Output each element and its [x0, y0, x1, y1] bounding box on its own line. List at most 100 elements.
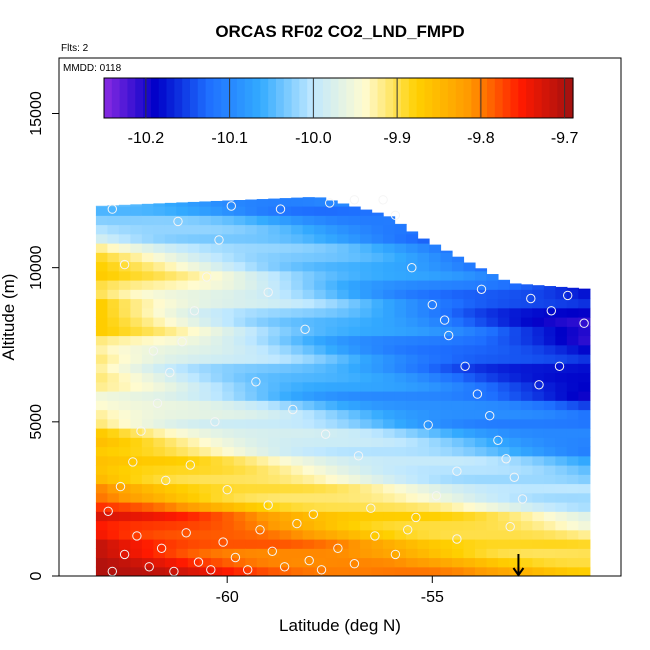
- observation-point: [325, 198, 335, 208]
- colorbar-swatch: [283, 78, 293, 118]
- heatmap-cell: [279, 261, 292, 272]
- heatmap-cell: [268, 474, 281, 485]
- heatmap-cell: [463, 437, 476, 448]
- heatmap-cell: [371, 502, 384, 512]
- heatmap-cell: [532, 409, 545, 420]
- heatmap-cell: [314, 270, 327, 281]
- heatmap-cell: [95, 539, 109, 549]
- heatmap-cell: [451, 270, 465, 281]
- heatmap-cell: [555, 529, 568, 540]
- heatmap-cell: [578, 548, 591, 559]
- heatmap-cell: [429, 446, 442, 457]
- heatmap-cell: [199, 428, 212, 438]
- heatmap-cell: [222, 335, 235, 346]
- heatmap-cell: [210, 465, 223, 475]
- heatmap-cell: [325, 557, 338, 568]
- observation-point: [517, 494, 528, 504]
- heatmap-cell: [302, 539, 315, 549]
- heatmap-cell: [245, 261, 258, 272]
- heatmap-cell: [233, 200, 246, 207]
- heatmap-cell: [118, 474, 131, 485]
- heatmap-cell: [314, 243, 327, 253]
- heatmap-cell: [337, 261, 350, 272]
- heatmap-cell: [199, 381, 212, 392]
- heatmap-cell: [474, 307, 488, 318]
- heatmap-cell: [497, 539, 511, 549]
- colorbar-swatch: [260, 78, 269, 118]
- heatmap-cell: [107, 548, 120, 559]
- heatmap-cell: [451, 520, 465, 531]
- heatmap-cell: [302, 391, 315, 401]
- heatmap-cell: [176, 446, 189, 457]
- heatmap-cell: [176, 465, 189, 475]
- heatmap-cell: [497, 520, 511, 531]
- heatmap-cell: [440, 391, 453, 401]
- heatmap-cell: [451, 455, 465, 466]
- heatmap-cell: [486, 298, 499, 309]
- heatmap-cell: [141, 298, 154, 309]
- heatmap-cell: [302, 261, 315, 272]
- heatmap-cell: [233, 307, 246, 318]
- heatmap-cell: [245, 307, 258, 318]
- heatmap-cell: [256, 317, 269, 327]
- heatmap-cell: [176, 298, 189, 309]
- heatmap-cell: [256, 289, 269, 300]
- heatmap-cell: [187, 418, 200, 429]
- heatmap-cell: [532, 289, 545, 300]
- observation-point: [349, 559, 360, 569]
- heatmap-cell: [95, 289, 109, 300]
- heatmap-cell: [578, 520, 591, 531]
- observation-point: [390, 210, 401, 221]
- heatmap-cell: [463, 400, 476, 411]
- heatmap-cell: [222, 409, 235, 420]
- heatmap-cell: [164, 224, 177, 235]
- heatmap-cell: [199, 511, 212, 522]
- heatmap-cell: [474, 455, 488, 466]
- heatmap-cell: [566, 344, 579, 355]
- heatmap-cell: [578, 483, 591, 494]
- heatmap-cell: [107, 455, 120, 466]
- heatmap-cell: [337, 215, 350, 226]
- heatmap-cell: [210, 233, 223, 244]
- heatmap-cell: [222, 511, 235, 522]
- heatmap-cell: [440, 280, 453, 290]
- heatmap-cell: [141, 203, 154, 207]
- heatmap-cell: [314, 344, 327, 355]
- heatmap-cell: [520, 511, 533, 522]
- heatmap-cell: [245, 529, 258, 540]
- heatmap-cell: [256, 539, 269, 549]
- heatmap-cell: [141, 289, 154, 300]
- heatmap-cell: [325, 418, 338, 429]
- heatmap-cell: [463, 502, 476, 512]
- colorbar-swatch: [244, 78, 254, 118]
- heatmap-cell: [302, 381, 315, 392]
- heatmap-cell: [291, 381, 304, 392]
- colorbar-swatch: [213, 78, 222, 118]
- colorbar-swatch: [369, 78, 379, 118]
- heatmap-cell: [337, 557, 350, 568]
- heatmap-cell: [291, 409, 304, 420]
- heatmap-cell: [532, 285, 545, 290]
- heatmap-cell: [164, 428, 177, 438]
- heatmap-cell: [325, 492, 338, 503]
- heatmap-cell: [222, 372, 235, 383]
- heatmap-cell: [210, 529, 223, 540]
- heatmap-cell: [406, 289, 419, 300]
- heatmap-cell: [532, 326, 545, 337]
- heatmap-cell: [141, 529, 154, 540]
- heatmap-cell: [486, 381, 499, 392]
- heatmap-cell: [141, 363, 154, 374]
- heatmap-cell: [371, 354, 384, 364]
- colorbar-swatch: [299, 78, 308, 118]
- heatmap-cell: [555, 465, 568, 475]
- heatmap-cell: [486, 326, 499, 337]
- colorbar-swatch: [385, 78, 394, 118]
- heatmap-cell: [256, 474, 269, 485]
- heatmap-cell: [429, 529, 442, 540]
- heatmap-cell: [245, 252, 258, 263]
- heatmap-cell: [394, 539, 407, 549]
- heatmap-cell: [417, 437, 430, 448]
- heatmap-cell: [555, 428, 568, 438]
- heatmap-cell: [532, 566, 545, 576]
